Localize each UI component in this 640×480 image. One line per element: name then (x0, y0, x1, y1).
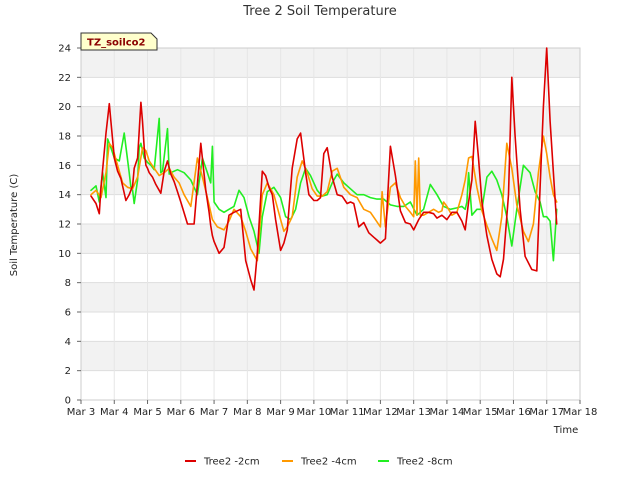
x-axis-ticks: Mar 3 Mar 4 Mar 5 Mar 6 Mar 7 Mar 8 Mar 9 Mar 1… (67, 400, 598, 418)
y-tick-label: 20 (58, 102, 71, 113)
series-line-tree2-2cm (90, 47, 558, 291)
y-tick-label: 22 (58, 73, 71, 84)
x-tick-label: Mar 12 (363, 407, 398, 418)
background-band (81, 194, 580, 224)
site-badge-box (80, 32, 158, 51)
chart-title: Tree 2 Soil Temperature (242, 4, 397, 19)
y-tick-label: 14 (58, 190, 71, 201)
y-tick-label: 0 (65, 396, 71, 407)
background-band (81, 282, 580, 312)
x-tick-label: Mar 8 (233, 407, 261, 418)
background-band (81, 312, 580, 342)
background-band (81, 370, 580, 400)
x-tick-label: Mar 3 (67, 407, 95, 418)
x-tick-label: Mar 13 (396, 407, 431, 418)
x-tick-label: Mar 14 (430, 407, 465, 418)
background-band (81, 341, 580, 371)
background-band (81, 253, 580, 283)
x-tick-label: Mar 15 (463, 407, 498, 418)
x-tick-label: Mar 17 (529, 407, 564, 418)
y-tick-label: 4 (65, 337, 71, 348)
x-tick-label: Mar 4 (100, 407, 128, 418)
y-tick-label: 10 (58, 249, 71, 260)
y-tick-label: 24 (58, 44, 71, 55)
y-tick-label: 18 (58, 132, 71, 143)
y-tick-label: 2 (65, 366, 71, 377)
x-tick-label: Mar 9 (266, 407, 294, 418)
x-tick-label: Mar 5 (133, 407, 161, 418)
y-tick-label: 6 (65, 308, 71, 319)
background-band (81, 77, 580, 107)
background-band (81, 48, 580, 78)
gridlines (80, 47, 581, 401)
y-tick-label: 12 (58, 220, 71, 231)
site-badge-label: TZ_soilco2 (87, 38, 146, 49)
legend: Tree2 -2cm Tree2 -4cm Tree2 -8cm (185, 457, 453, 468)
series-line-tree2-4cm (90, 135, 558, 262)
legend-label: Tree2 -2cm (203, 457, 260, 468)
x-tick-label: Mar 7 (200, 407, 228, 418)
y-tick-label: 16 (58, 161, 71, 172)
x-tick-label: Mar 18 (563, 407, 598, 418)
legend-label: Tree2 -4cm (300, 457, 357, 468)
y-axis-title: Soil Temperature (C) (9, 174, 20, 277)
x-tick-label: Mar 6 (167, 407, 195, 418)
x-tick-label: Mar 16 (496, 407, 531, 418)
legend-label: Tree2 -8cm (396, 457, 453, 468)
series-layer (90, 47, 558, 291)
x-tick-label: Mar 10 (296, 407, 331, 418)
background-band (81, 106, 580, 136)
site-badge: TZ_soilco2 (80, 32, 158, 51)
x-axis-title: Time (553, 425, 578, 436)
y-tick-label: 8 (65, 278, 71, 289)
x-tick-label: Mar 11 (330, 407, 365, 418)
